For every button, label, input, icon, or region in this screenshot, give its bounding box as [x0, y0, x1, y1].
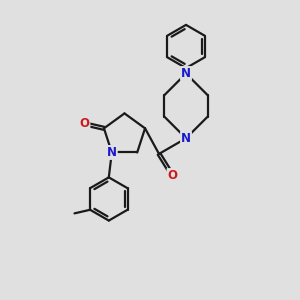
Text: N: N	[181, 67, 191, 80]
Text: N: N	[107, 146, 117, 159]
Text: N: N	[181, 132, 191, 145]
Text: O: O	[80, 117, 89, 130]
Text: O: O	[167, 169, 178, 182]
